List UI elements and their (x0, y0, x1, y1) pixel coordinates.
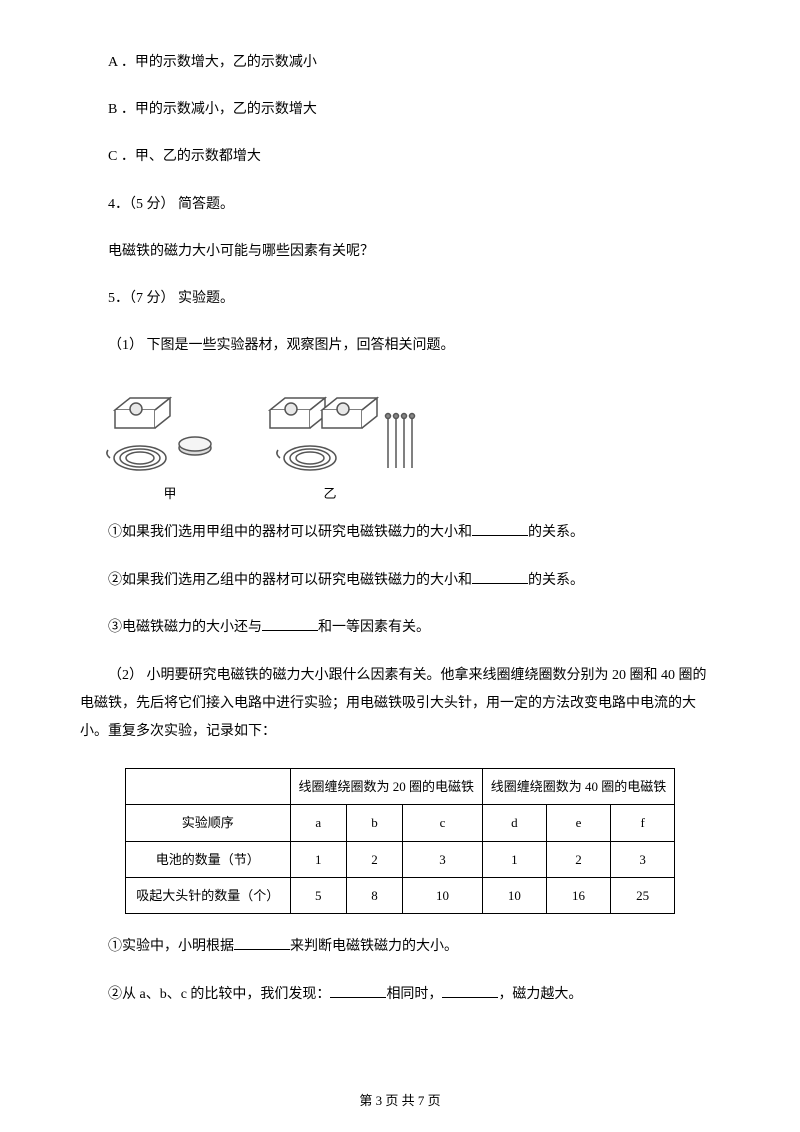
row-label: 实验顺序 (125, 805, 290, 841)
q5-part2: （2） 小明要研究电磁铁的磁力大小跟什么因素有关。他拿来线圈缠绕圈数分别为 20… (80, 662, 720, 746)
blank-input[interactable] (442, 983, 498, 998)
cell: 3 (611, 841, 675, 877)
experiment-table: 线圈缠绕圈数为 20 圈的电磁铁 线圈缠绕圈数为 40 圈的电磁铁 实验顺序 a… (125, 768, 675, 915)
q5-item3-pre: ③电磁铁磁力的大小还与 (108, 620, 262, 635)
cell: 1 (290, 841, 346, 877)
cell: b (346, 805, 402, 841)
q5-item5-b: 相同时， (386, 987, 442, 1002)
cell: 2 (346, 841, 402, 877)
q5-item3: ③电磁铁磁力的大小还与 和一等因素有关。 (80, 615, 720, 640)
blank-input[interactable] (330, 983, 386, 998)
table-row: 吸起大头针的数量（个） 5 8 10 10 16 25 (125, 878, 674, 914)
q5-item3-post: 和一等因素有关。 (318, 620, 430, 635)
q5-item4-post: 来判断电磁铁磁力的大小。 (290, 939, 458, 954)
q5-item4-pre: ①实验中，小明根据 (108, 939, 234, 954)
kit-jia-label: 甲 (100, 482, 240, 505)
blank-input[interactable] (472, 569, 528, 584)
q4-text: 电磁铁的磁力大小可能与哪些因素有关呢？ (80, 239, 720, 264)
blank-input[interactable] (262, 616, 318, 631)
q5-item1-post: 的关系。 (528, 525, 584, 540)
q5-item1-pre: ①如果我们选用甲组中的器材可以研究电磁铁磁力的大小和 (108, 525, 472, 540)
equipment-figure: 甲 (100, 380, 720, 500)
q5-item2-post: 的关系。 (528, 573, 584, 588)
q4-header: 4．（5 分） 简答题。 (80, 192, 720, 217)
cell: 8 (346, 878, 402, 914)
q5-header: 5．（7 分） 实验题。 (80, 286, 720, 311)
option-b: B ．甲的示数减小，乙的示数增大 (80, 97, 720, 122)
q5-item1: ①如果我们选用甲组中的器材可以研究电磁铁磁力的大小和 的关系。 (80, 520, 720, 545)
q5-item2-pre: ②如果我们选用乙组中的器材可以研究电磁铁磁力的大小和 (108, 573, 472, 588)
cell: a (290, 805, 346, 841)
cell: 1 (482, 841, 546, 877)
q5-item2: ②如果我们选用乙组中的器材可以研究电磁铁磁力的大小和 的关系。 (80, 568, 720, 593)
cell: 2 (546, 841, 610, 877)
col-group-1: 线圈缠绕圈数为 20 圈的电磁铁 (290, 768, 482, 804)
cell: e (546, 805, 610, 841)
kit-yi-label: 乙 (260, 482, 400, 505)
cell: d (482, 805, 546, 841)
cell: 5 (290, 878, 346, 914)
kit-jia-figure: 甲 (100, 380, 240, 500)
q5-item5-c: ，磁力越大。 (498, 987, 582, 1002)
table-row: 线圈缠绕圈数为 20 圈的电磁铁 线圈缠绕圈数为 40 圈的电磁铁 (125, 768, 674, 804)
q5-item5: ②从 a、b、c 的比较中，我们发现： 相同时， ，磁力越大。 (80, 982, 720, 1007)
cell: 3 (403, 841, 483, 877)
cell: 10 (482, 878, 546, 914)
cell: 16 (546, 878, 610, 914)
table-row: 电池的数量（节） 1 2 3 1 2 3 (125, 841, 674, 877)
option-a: A ．甲的示数增大，乙的示数减小 (80, 50, 720, 75)
col-group-2: 线圈缠绕圈数为 40 圈的电磁铁 (482, 768, 674, 804)
page-footer: 第 3 页 共 7 页 (0, 1089, 800, 1112)
row-label: 吸起大头针的数量（个） (125, 878, 290, 914)
blank-input[interactable] (472, 521, 528, 536)
blank-input[interactable] (234, 935, 290, 950)
q5-item5-a: ②从 a、b、c 的比较中，我们发现： (108, 987, 330, 1002)
row-label: 电池的数量（节） (125, 841, 290, 877)
table-row: 实验顺序 a b c d e f (125, 805, 674, 841)
q5-part1: （1） 下图是一些实验器材，观察图片，回答相关问题。 (80, 333, 720, 358)
kit-yi-figure: 乙 (260, 380, 400, 500)
option-c: C ．甲、乙的示数都增大 (80, 144, 720, 169)
cell: c (403, 805, 483, 841)
cell: 25 (611, 878, 675, 914)
cell: 10 (403, 878, 483, 914)
cell: f (611, 805, 675, 841)
q5-item4: ①实验中，小明根据 来判断电磁铁磁力的大小。 (80, 934, 720, 959)
